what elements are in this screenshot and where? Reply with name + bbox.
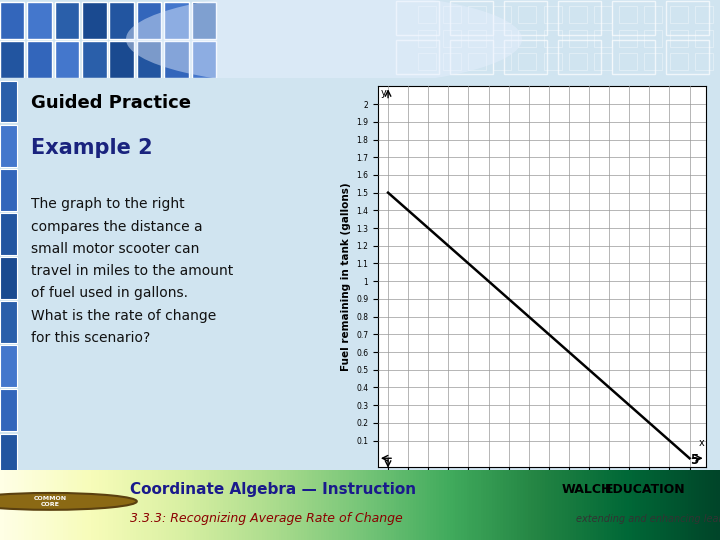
Text: 3.3.3: Recognizing Average Rate of Change: 3.3.3: Recognizing Average Rate of Chang… — [130, 512, 402, 525]
Bar — [55, 40, 79, 78]
Bar — [0, 169, 17, 211]
Ellipse shape — [126, 0, 522, 86]
Bar — [0, 389, 17, 431]
Bar — [695, 6, 713, 23]
Bar — [695, 53, 713, 71]
Text: Example 2: Example 2 — [31, 138, 153, 158]
Bar — [569, 53, 587, 71]
Bar — [569, 30, 587, 47]
Bar — [493, 30, 511, 47]
Bar — [518, 30, 536, 47]
Bar — [418, 30, 436, 47]
Bar — [450, 1, 493, 35]
Text: extending and enhancing learning: extending and enhancing learning — [576, 514, 720, 524]
Bar — [468, 53, 486, 71]
Bar — [0, 257, 17, 299]
Bar — [418, 6, 436, 23]
Bar — [670, 6, 688, 23]
Bar — [644, 53, 662, 71]
Bar — [644, 30, 662, 47]
Bar — [0, 40, 24, 78]
Bar — [612, 40, 655, 75]
Bar — [82, 40, 107, 78]
Bar — [109, 2, 134, 39]
Circle shape — [0, 493, 137, 510]
Text: y: y — [380, 88, 386, 98]
Bar — [27, 40, 52, 78]
X-axis label: Distance in miles: Distance in miles — [485, 491, 598, 504]
Bar — [544, 53, 562, 71]
Bar — [0, 345, 17, 387]
Bar — [619, 6, 637, 23]
Bar — [0, 2, 24, 39]
Text: The graph to the right
compares the distance a
small motor scooter can
travel in: The graph to the right compares the dist… — [31, 197, 233, 345]
Bar — [468, 30, 486, 47]
Bar — [619, 53, 637, 71]
Text: Guided Practice: Guided Practice — [31, 94, 191, 112]
Text: WALCH: WALCH — [562, 483, 612, 496]
Bar — [0, 213, 17, 255]
Bar — [493, 6, 511, 23]
Bar — [695, 30, 713, 47]
Text: COMMON
CORE: COMMON CORE — [34, 496, 67, 507]
Bar — [192, 2, 216, 39]
Bar — [0, 301, 17, 343]
Bar — [109, 40, 134, 78]
Bar — [55, 2, 79, 39]
Bar — [137, 2, 161, 39]
Bar — [493, 53, 511, 71]
Bar — [670, 30, 688, 47]
Bar — [396, 1, 439, 35]
Bar — [192, 40, 216, 78]
Bar — [619, 30, 637, 47]
Bar — [666, 40, 709, 75]
Bar — [164, 40, 189, 78]
Bar — [443, 53, 461, 71]
Bar — [594, 6, 612, 23]
Bar — [0, 80, 17, 123]
Bar — [443, 30, 461, 47]
Bar — [644, 6, 662, 23]
Y-axis label: Fuel remaining in tank (gallons): Fuel remaining in tank (gallons) — [341, 183, 351, 371]
Bar — [594, 53, 612, 71]
Bar — [443, 6, 461, 23]
Bar — [137, 40, 161, 78]
Bar — [504, 40, 547, 75]
Bar — [450, 40, 493, 75]
Bar — [518, 53, 536, 71]
Text: x: x — [698, 437, 704, 448]
Text: 5: 5 — [690, 453, 698, 467]
Bar — [0, 434, 17, 475]
Bar — [468, 6, 486, 23]
Bar — [544, 6, 562, 23]
Bar — [612, 1, 655, 35]
Text: EDUCATION: EDUCATION — [605, 483, 685, 496]
Bar — [558, 1, 601, 35]
Bar — [544, 30, 562, 47]
Bar — [594, 30, 612, 47]
Bar — [418, 53, 436, 71]
Bar — [0, 125, 17, 166]
Bar — [558, 40, 601, 75]
Text: Coordinate Algebra — Instruction: Coordinate Algebra — Instruction — [130, 482, 415, 497]
Bar — [504, 1, 547, 35]
Bar — [670, 53, 688, 71]
Bar — [396, 40, 439, 75]
Bar — [27, 2, 52, 39]
Bar — [666, 1, 709, 35]
Bar — [569, 6, 587, 23]
Bar — [518, 6, 536, 23]
Bar — [164, 2, 189, 39]
Bar — [82, 2, 107, 39]
